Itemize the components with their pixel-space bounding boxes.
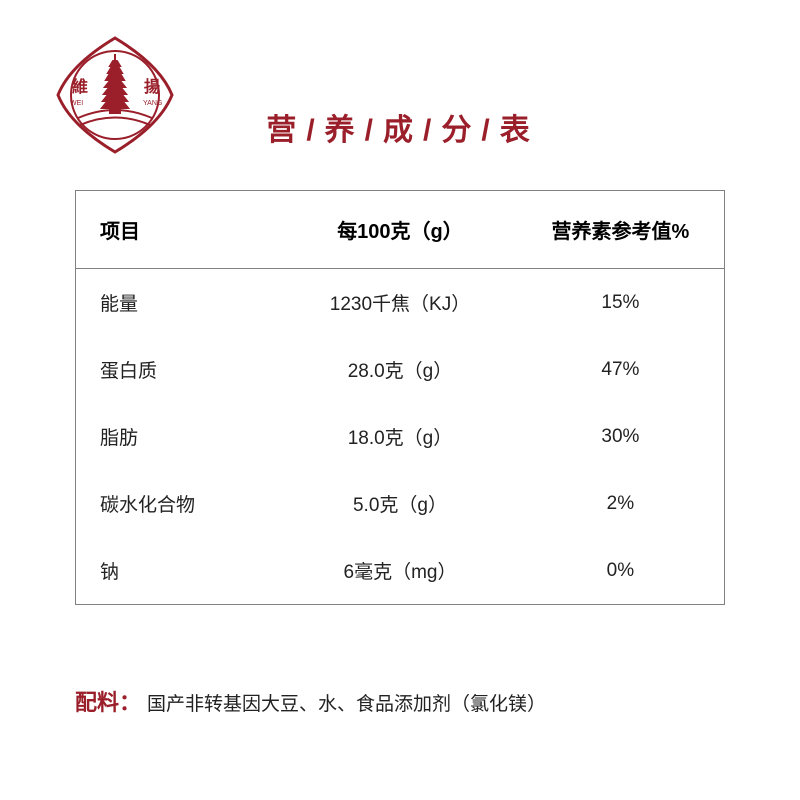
cell-item: 能量 (76, 269, 284, 337)
table-row: 脂肪 18.0克（g） 30% (76, 403, 725, 470)
cell-amount: 18.0克（g） (283, 403, 517, 470)
cell-item: 碳水化合物 (76, 470, 284, 537)
title-sep: / (365, 114, 377, 147)
col-header-item: 项目 (76, 191, 284, 269)
title-char: 分 (441, 114, 475, 147)
title-char: 成 (383, 114, 417, 147)
cell-nrv: 15% (517, 269, 725, 337)
title-sep: / (481, 114, 493, 147)
cell-item: 蛋白质 (76, 336, 284, 403)
table-header-row: 项目 每100克（g） 营养素参考值% (76, 191, 725, 269)
col-header-nrv: 营养素参考值% (517, 191, 725, 269)
title-char: 养 (325, 114, 359, 147)
cell-nrv: 0% (517, 537, 725, 605)
table-row: 钠 6毫克（mg） 0% (76, 537, 725, 605)
cell-amount: 1230千焦（KJ） (283, 269, 517, 337)
ingredients-text: 国产非转基因大豆、水、食品添加剂（氯化镁） (147, 694, 546, 715)
cell-item: 钠 (76, 537, 284, 605)
table-row: 碳水化合物 5.0克（g） 2% (76, 470, 725, 537)
cell-amount: 6毫克（mg） (283, 537, 517, 605)
cell-item: 脂肪 (76, 403, 284, 470)
logo-cn-right: 揚 (144, 78, 160, 96)
table-row: 蛋白质 28.0克（g） 47% (76, 336, 725, 403)
nutrition-table: 项目 每100克（g） 营养素参考值% 能量 1230千焦（KJ） 15% 蛋白… (75, 190, 725, 605)
title-sep: / (423, 114, 435, 147)
title-sep: / (306, 114, 318, 147)
logo-cn-left: 維 (72, 77, 88, 96)
cell-amount: 28.0克（g） (283, 336, 517, 403)
cell-amount: 5.0克（g） (283, 470, 517, 537)
ingredients-line: 配料： 国产非转基因大豆、水、食品添加剂（氯化镁） (75, 685, 725, 717)
cell-nrv: 2% (517, 470, 725, 537)
col-header-amount: 每100克（g） (283, 191, 517, 269)
title-char: 营 (266, 114, 300, 147)
cell-nrv: 30% (517, 403, 725, 470)
ingredients-label: 配料： (75, 690, 141, 715)
title-char: 表 (500, 114, 534, 147)
nutrition-title: 营/养/成/分/表 (0, 105, 800, 149)
table-row: 能量 1230千焦（KJ） 15% (76, 269, 725, 337)
cell-nrv: 47% (517, 336, 725, 403)
